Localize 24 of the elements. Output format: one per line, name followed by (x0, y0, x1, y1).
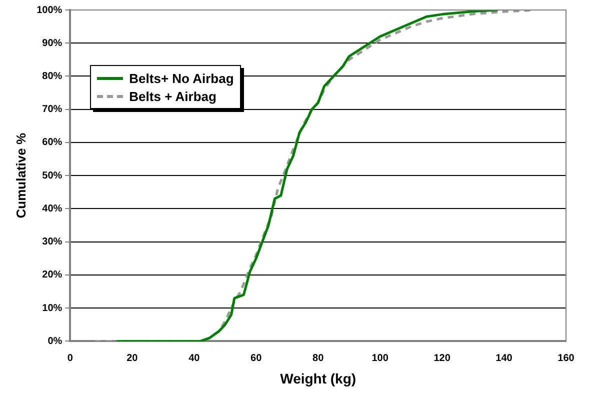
y-tick-label: 70% (42, 104, 62, 116)
x-tick-label: 20 (126, 352, 138, 364)
y-tick-label: 50% (42, 170, 62, 182)
y-tick-label: 20% (42, 270, 62, 281)
x-tick-label: 100 (372, 352, 389, 364)
x-tick-label: 120 (434, 352, 451, 364)
x-axis-title: Weight (kg) (280, 370, 356, 386)
legend-label: Belts+ No Airbag (129, 70, 234, 86)
y-tick-label: 60% (42, 137, 62, 148)
x-tick-label: 140 (496, 352, 513, 364)
y-tick-label: 100% (36, 4, 62, 16)
y-axis-title: Cumulative % (13, 132, 28, 218)
x-tick-label: 40 (188, 352, 200, 364)
x-tick-label: 80 (312, 352, 324, 364)
legend-label: Belts + Airbag (129, 88, 216, 104)
x-tick-label: 60 (250, 352, 262, 364)
y-tick-label: 30% (42, 236, 62, 248)
y-tick-label: 0% (48, 336, 62, 347)
x-tick-label: 160 (558, 352, 575, 364)
y-tick-label: 40% (42, 203, 62, 214)
y-tick-label: 10% (42, 302, 62, 314)
y-tick-label: 80% (42, 70, 62, 82)
y-tick-label: 90% (42, 38, 62, 49)
x-tick-label: 0 (67, 352, 74, 364)
